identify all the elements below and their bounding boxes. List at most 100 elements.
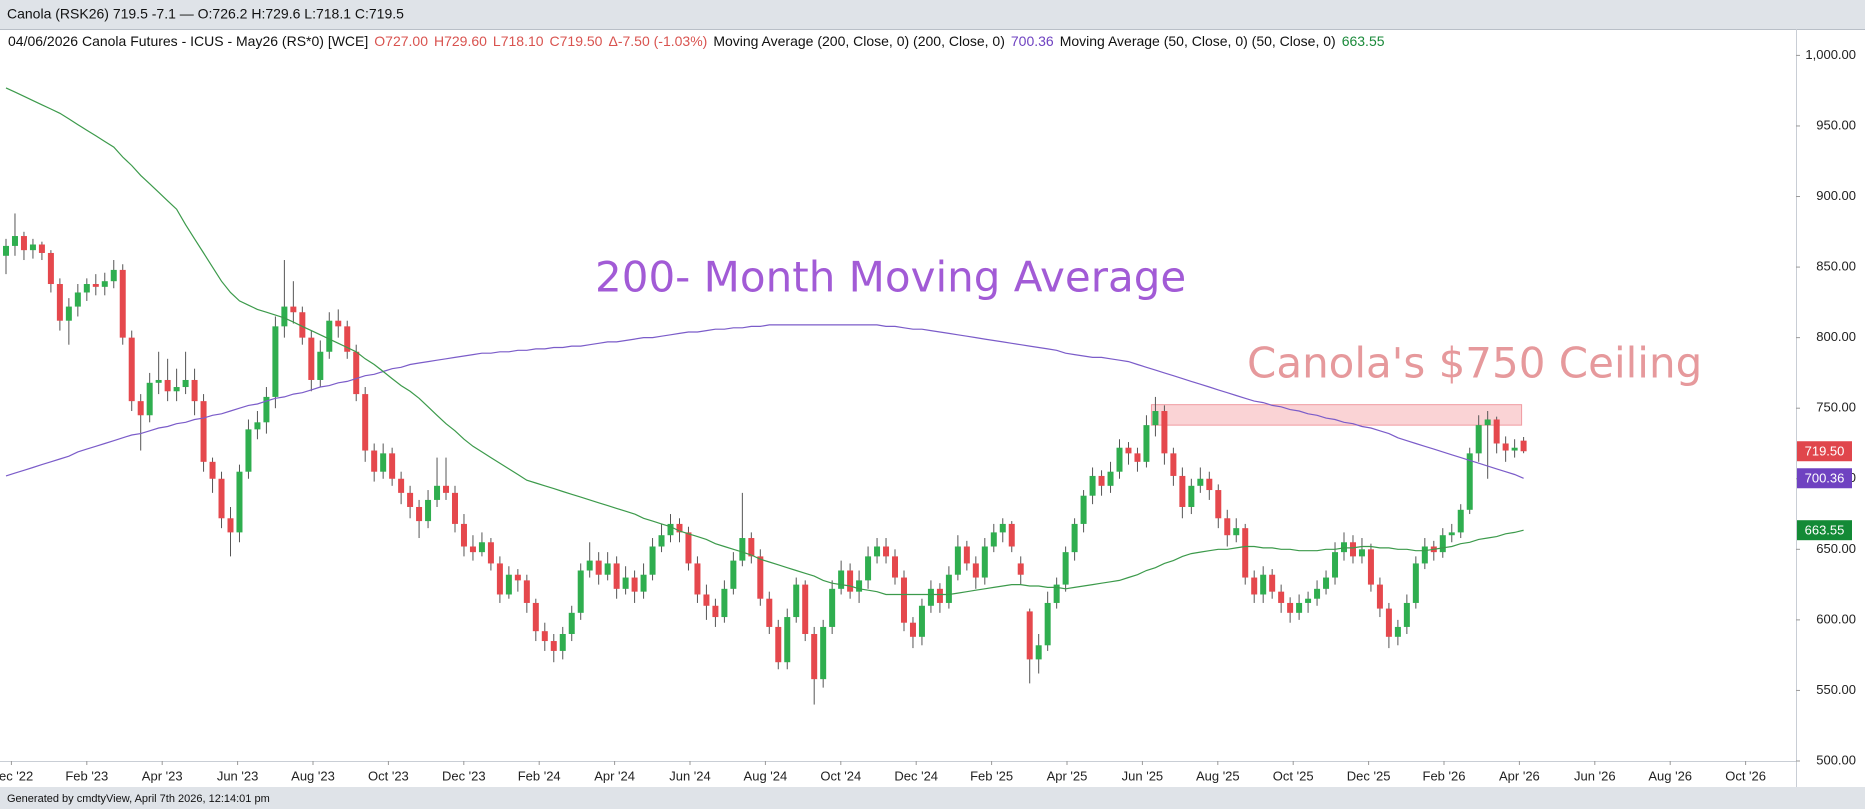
candle-body (92, 284, 99, 287)
candle-body (532, 602, 539, 632)
candle-body (1394, 626, 1401, 637)
candle-body (505, 574, 512, 595)
candle-body (954, 546, 961, 575)
candle-body (550, 641, 557, 651)
candle-body (326, 320, 333, 352)
candle-body (371, 450, 378, 472)
x-tick-label: Oct '23 (368, 768, 409, 783)
candle-body (613, 563, 620, 589)
candle-body (137, 401, 144, 416)
candle-body (577, 570, 584, 613)
candle-body (1062, 552, 1069, 585)
moving-average-line (5, 87, 1524, 596)
header-segment: 04/06/2026 Canola Futures - ICUS - May26… (8, 33, 368, 49)
candle-body (604, 563, 611, 575)
candle-body (434, 485, 441, 500)
candle-body (838, 570, 845, 589)
candle-body (317, 351, 324, 380)
x-tick-label: Jun '23 (217, 768, 259, 783)
candle-body (999, 523, 1006, 533)
candle-body (1376, 584, 1383, 609)
annotation: Canola's $750 Ceiling (1247, 339, 1702, 388)
candle-body (263, 396, 270, 423)
candle-body (407, 492, 414, 507)
candle-body (218, 478, 225, 519)
candle-body (1323, 577, 1330, 589)
candle-body (1251, 577, 1258, 595)
header-segment: Moving Average (50, Close, 0) (50, Close… (1060, 33, 1336, 49)
candle-body (900, 577, 907, 623)
candle-body (101, 281, 108, 287)
candle-body (335, 320, 342, 327)
x-tick-label: Apr '26 (1499, 768, 1540, 783)
candle-body (667, 523, 674, 536)
candle-body (1385, 608, 1392, 637)
candle-body (1511, 447, 1518, 451)
candle-body (1421, 546, 1428, 564)
candle-body (487, 542, 494, 564)
candle-body (1502, 443, 1509, 451)
candle-body (1403, 602, 1410, 627)
candle-body (1439, 535, 1446, 553)
candle-body (541, 631, 548, 642)
y-tick-label: 500.00 (1816, 752, 1856, 767)
candle-body (227, 518, 234, 533)
candle-body (981, 546, 988, 578)
candle-body (1206, 478, 1213, 491)
candle-body (990, 532, 997, 547)
top-bar (0, 0, 1865, 29)
candle-body (1296, 602, 1303, 613)
candle-body (1233, 528, 1240, 536)
y-tick-label: 550.00 (1816, 682, 1856, 697)
y-tick-label: 850.00 (1816, 259, 1856, 274)
candle-body (703, 594, 710, 606)
candle-body (1143, 425, 1150, 462)
candle-body (1080, 495, 1087, 524)
x-tick-label: Apr '24 (594, 768, 635, 783)
candle-body (694, 563, 701, 595)
candle-body (1179, 475, 1186, 507)
header-segment: 700.36 (1011, 33, 1054, 49)
x-tick-label: Dec '25 (1347, 768, 1391, 783)
candle-body (3, 245, 9, 256)
footer-bar (0, 787, 1865, 809)
candle-body (1484, 419, 1491, 426)
x-tick-label: Dec '24 (894, 768, 938, 783)
candle-body (883, 546, 890, 557)
candle-body (272, 326, 279, 397)
candle-body (775, 626, 782, 663)
y-tick-label: 1,000.00 (1805, 47, 1856, 62)
candle-body (469, 546, 476, 553)
candle-body (496, 563, 503, 595)
candle-body (416, 506, 423, 522)
candle-body (478, 542, 485, 553)
candle-body (1188, 485, 1195, 507)
candle-body (514, 574, 521, 581)
candle-body (146, 382, 153, 416)
candle-body (209, 461, 216, 479)
header-segment: H729.60 (434, 33, 487, 49)
candle-body (1224, 518, 1231, 536)
candle-body (1358, 549, 1365, 557)
candle-body (829, 588, 836, 627)
candle-body (200, 401, 207, 462)
candle-body (155, 379, 162, 383)
candle-body (658, 535, 665, 547)
x-tick-label: Feb '24 (518, 768, 561, 783)
candle-body (74, 292, 81, 307)
candle-body (1098, 475, 1105, 486)
price-tag (1797, 468, 1852, 489)
x-tick-label: Aug '25 (1196, 768, 1240, 783)
y-tick-label: 950.00 (1816, 117, 1856, 132)
x-tick-label: Feb '23 (65, 768, 108, 783)
candle-body (972, 563, 979, 578)
y-tick-label: 900.00 (1816, 188, 1856, 203)
x-tick-label: Aug '23 (291, 768, 335, 783)
candle-body (1520, 440, 1527, 452)
chart-header: 04/06/2026 Canola Futures - ICUS - May26… (8, 33, 1385, 49)
candle-body (856, 580, 863, 592)
candle-body (1170, 453, 1177, 476)
candle-body (640, 574, 647, 592)
